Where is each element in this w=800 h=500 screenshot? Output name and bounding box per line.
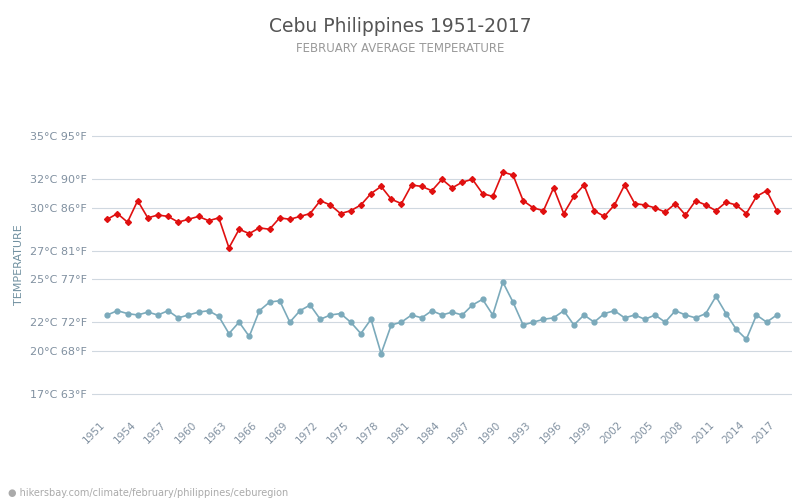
Text: ● hikersbay.com/climate/february/philippines/ceburegion: ● hikersbay.com/climate/february/philipp… — [8, 488, 288, 498]
Y-axis label: TEMPERATURE: TEMPERATURE — [14, 224, 25, 306]
Text: Cebu Philippines 1951-2017: Cebu Philippines 1951-2017 — [269, 18, 531, 36]
Text: FEBRUARY AVERAGE TEMPERATURE: FEBRUARY AVERAGE TEMPERATURE — [296, 42, 504, 56]
